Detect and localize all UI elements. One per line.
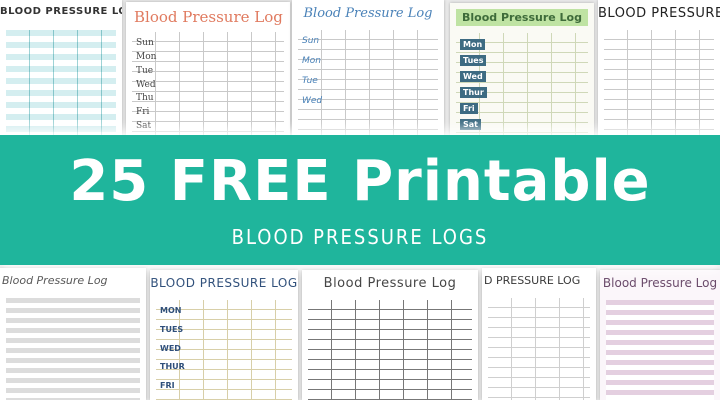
log-title: BLOOD PRESSURE LOG <box>0 6 122 17</box>
day-label: FRI <box>160 381 175 391</box>
day-label: Wed <box>302 96 323 106</box>
log-thumbnail: Blood Pressure Log <box>302 270 478 400</box>
day-label: Tue <box>136 65 154 76</box>
day-label: Fri <box>460 103 478 114</box>
log-grid <box>6 298 140 400</box>
log-grid <box>456 33 588 135</box>
day-label: Thur <box>460 87 487 98</box>
day-label: Sun <box>302 36 320 46</box>
log-title: BLOOD PRESSURE LOG <box>150 276 298 290</box>
banner: 25 FREE Printable BLOOD PRESSURE LOGS <box>0 135 720 265</box>
log-title: Blood Pressure Log <box>456 9 588 26</box>
log-grid <box>6 30 116 135</box>
banner-subtitle: BLOOD PRESSURE LOGS <box>231 225 489 249</box>
day-label: MON <box>160 306 182 315</box>
day-label: Wed <box>136 79 156 90</box>
log-thumbnail: BLOOD PRESSURE LOG <box>0 0 122 135</box>
banner-title: 25 FREE Printable <box>69 149 651 214</box>
day-label: Thu <box>136 93 154 104</box>
log-thumbnail: Blood Pressure Log <box>0 268 146 400</box>
day-label: Fri <box>136 107 150 118</box>
log-grid <box>308 300 472 400</box>
log-grid <box>298 30 438 135</box>
day-label: Tues <box>460 55 487 66</box>
log-title: Blood Pressure Log <box>303 6 433 21</box>
day-label: Mon <box>302 56 321 66</box>
log-thumbnail: BLOOD PRESSURE LOG MON TUES WED THUR FRI <box>150 270 298 400</box>
log-grid <box>604 30 714 135</box>
day-label: THUR <box>160 362 185 372</box>
log-title: Blood Pressure Log <box>134 8 283 26</box>
log-grid <box>488 298 590 400</box>
day-label: WED <box>160 343 181 353</box>
day-label: TUES <box>160 324 184 334</box>
log-thumbnail: BLOOD PRESSURE LOG <box>598 0 720 135</box>
day-label: Sat <box>460 119 481 130</box>
log-thumbnail: Blood Pressure Log Sun Mon Tue Wed Thu Fri Sat <box>126 2 290 135</box>
log-title: BLOOD PRESSURE LOG <box>598 6 720 21</box>
log-title: Blood Pressure Log <box>2 274 108 287</box>
log-title: D PRESSURE LOG <box>484 274 581 287</box>
day-label: Mon <box>460 39 486 50</box>
day-label: Tue <box>302 76 318 86</box>
log-grid <box>156 300 292 400</box>
log-thumbnail: Blood Pressure Log <box>600 270 720 400</box>
log-thumbnail: Blood Pressure Log Mon Tues Wed Thur Fri Sat <box>450 3 594 135</box>
log-thumbnail: D PRESSURE LOG <box>482 268 596 400</box>
log-thumbnail: Blood Pressure Log Sun Mon Tue Wed <box>292 0 444 135</box>
log-title: Blood Pressure Log <box>602 276 718 290</box>
day-label: Sun <box>136 38 154 48</box>
log-grid <box>132 32 284 135</box>
log-title: Blood Pressure Log <box>323 276 457 291</box>
day-label: Wed <box>460 71 486 82</box>
log-grid <box>606 300 714 400</box>
day-label: Sat <box>136 121 152 132</box>
day-label: Mon <box>136 51 157 62</box>
